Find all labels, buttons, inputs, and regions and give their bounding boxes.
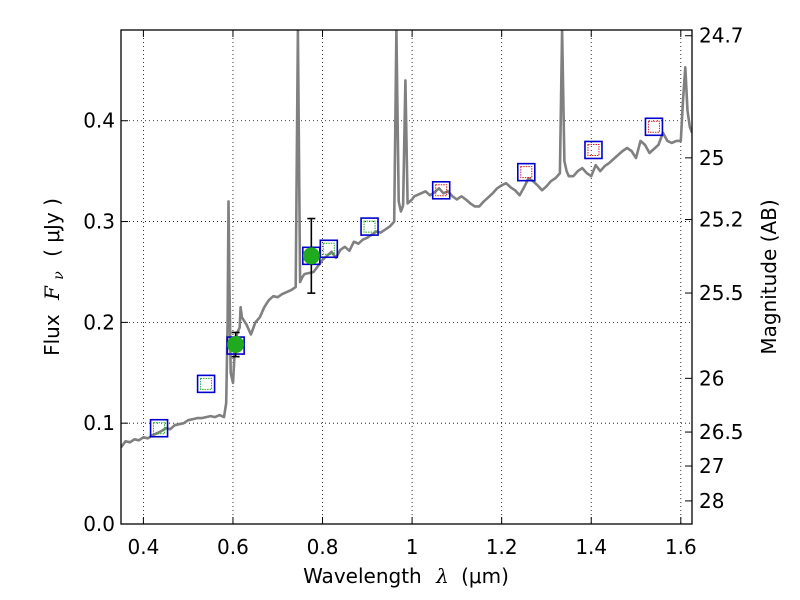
mag-tick-label-0: 24.7 [699,24,744,48]
mag-tick-label-6: 27 [699,454,724,478]
x-axis-label-text: Wavelength [303,564,422,588]
model-point-inner-6 [435,184,448,197]
y-tick-label-1: 0.1 [83,411,115,435]
x-tick-label-3: 1 [406,535,419,559]
model-point-7 [516,162,536,182]
model-point-0 [149,418,169,438]
model-point-inner-1 [200,377,213,390]
y-tick-label-2: 0.2 [83,310,115,334]
model-point-inner-8 [587,143,600,156]
model-point-8 [584,140,603,160]
sed-model-line [121,30,692,449]
x-tick-label-5: 1.4 [575,535,607,559]
x-tick-label-4: 1.2 [486,535,518,559]
model-point-9 [644,117,664,137]
x-axis-label-unit: (μm) [461,564,509,588]
photometry-layer [149,117,664,438]
x-tick-label-0: 0.4 [127,535,159,559]
x-tick-label-6: 1.6 [665,535,697,559]
x-tick-label-1: 0.6 [217,535,249,559]
x-tick-label-2: 0.8 [307,535,339,559]
y-tick-label-4: 0.4 [83,109,115,133]
model-point-inner-4 [322,242,335,255]
plot-frame [120,29,693,525]
x-axis-label: Wavelength λ (μm) [303,564,509,588]
model-point-1 [196,374,216,394]
model-point-6 [431,180,451,200]
magnitude-axis-label: Magnitude (AB) [757,199,781,354]
observed-point-0 [227,336,245,354]
axis-ticks: 0.4 0.6 0.8 1 1.2 1.4 1.6 0.0 0.1 0.2 0.3 0.4 24.7 25… [83,24,743,559]
model-point-5 [360,217,379,236]
y-axis-label-text: Flux [40,314,64,356]
model-point-inner-7 [520,166,533,179]
y-tick-label-3: 0.3 [83,210,115,234]
y-axis-label-unit: ( μJy ) [40,198,64,257]
model-point-4 [319,239,339,259]
sed-model-layer [121,30,692,449]
model-point-inner-9 [647,120,660,133]
x-axis-label-symbol: λ [435,564,449,588]
mag-tick-label-7: 28 [699,489,724,513]
y-axis-label-symbol: F [40,285,64,301]
model-point-inner-0 [153,422,166,435]
mag-tick-label-5: 26.5 [699,420,744,444]
y-axis-label: Flux F ν ( μJy ) [40,198,68,356]
mag-tick-label-2: 25.2 [699,208,744,232]
mag-tick-label-1: 25 [699,146,724,170]
mag-tick-label-3: 25.5 [699,281,744,305]
model-point-inner-5 [363,220,376,233]
y-axis-label-subscript: ν [51,271,67,280]
mag-tick-label-4: 26 [699,366,724,390]
observed-point-1 [302,247,320,265]
y-tick-label-0: 0.0 [83,512,115,536]
